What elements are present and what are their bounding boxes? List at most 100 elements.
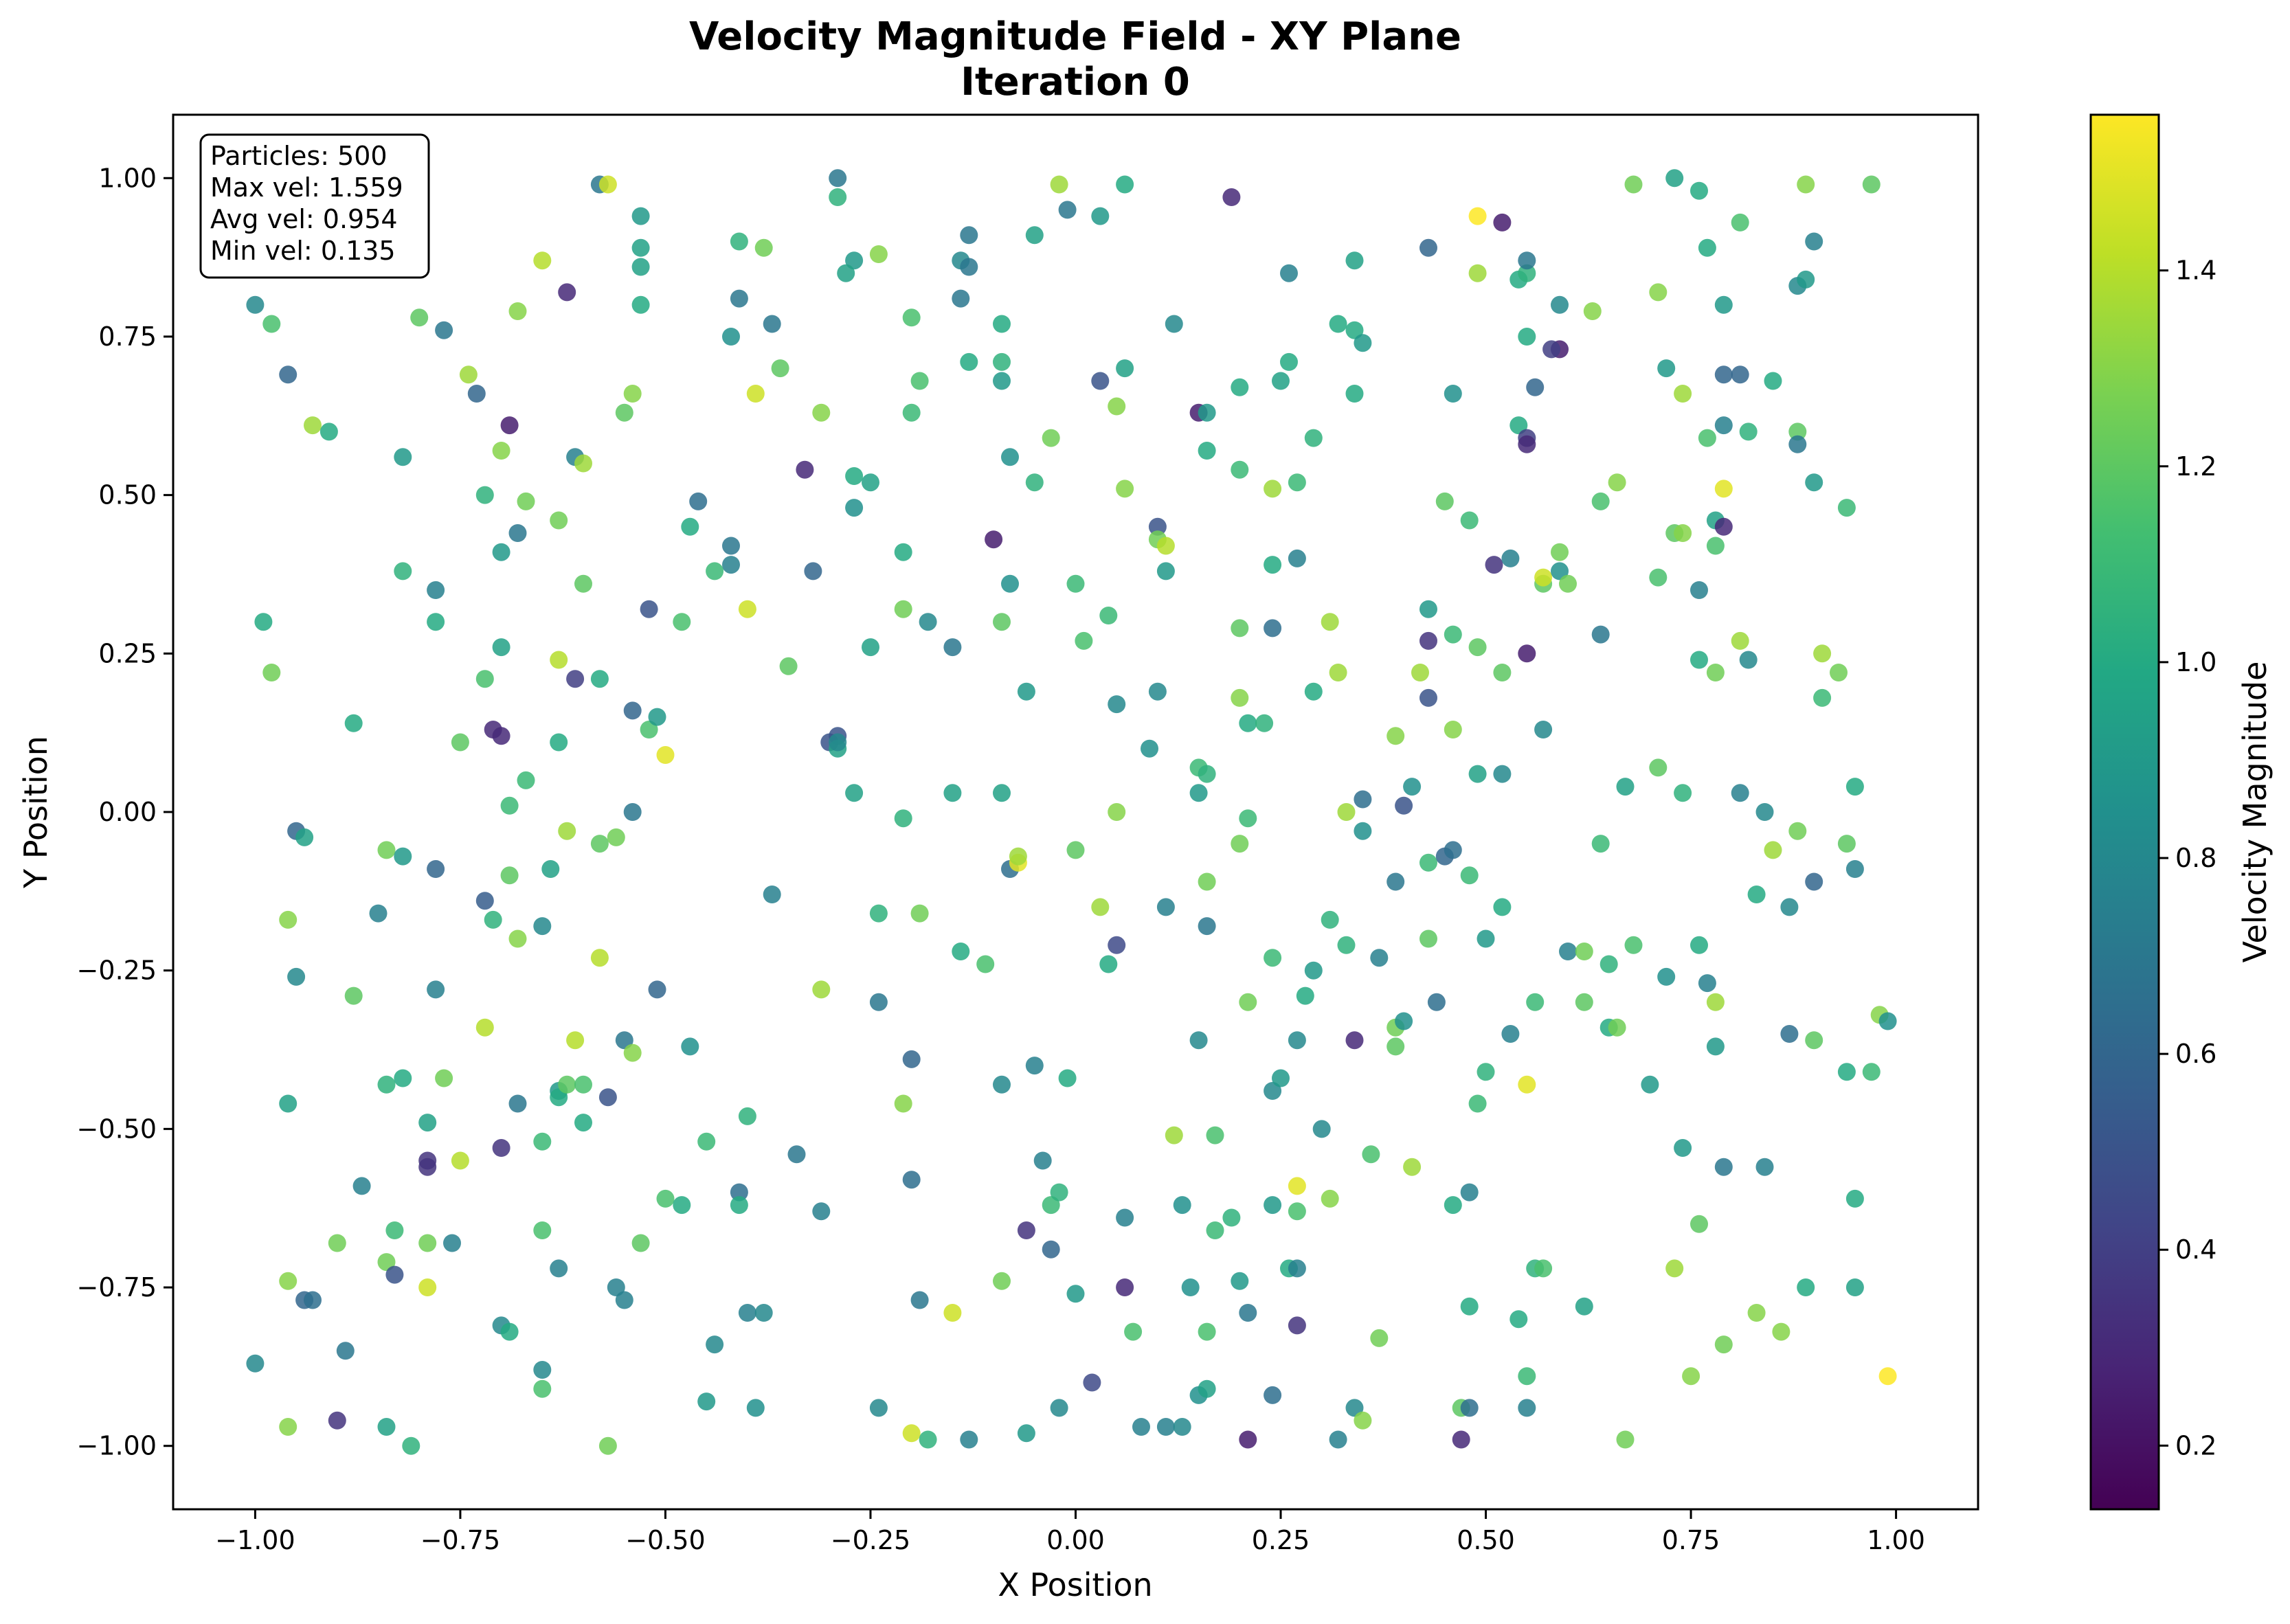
scatter-point <box>533 1361 552 1379</box>
scatter-point <box>566 1031 585 1050</box>
y-tick-label: −1.00 <box>77 1431 157 1461</box>
scatter-point <box>394 847 412 866</box>
scatter-point <box>1444 385 1462 403</box>
scatter-point <box>615 403 633 422</box>
scatter-point <box>1813 644 1832 663</box>
scatter-point <box>467 385 486 403</box>
scatter-point <box>336 1342 355 1360</box>
scatter-point <box>1468 1094 1487 1113</box>
scatter-point <box>1468 207 1487 225</box>
scatter-point <box>418 1114 437 1132</box>
scatter-point <box>673 1196 691 1215</box>
scatter-point <box>1780 898 1799 916</box>
scatter-point <box>943 638 962 657</box>
scatter-point <box>754 1304 773 1322</box>
scatter-point <box>845 251 864 270</box>
scatter-point <box>1173 1418 1191 1436</box>
scatter-point <box>1608 1018 1626 1037</box>
y-tick-label: 0.00 <box>98 797 157 827</box>
scatter-point <box>1042 1196 1060 1215</box>
scatter-point <box>1551 562 1569 580</box>
scatter-point <box>1337 936 1356 954</box>
scatter-point <box>1264 949 1282 967</box>
scatter-point <box>262 664 281 681</box>
scatter-point <box>862 473 879 492</box>
scatter-point <box>1583 302 1602 320</box>
y-tick-label: 0.25 <box>98 638 157 668</box>
scatter-point <box>1551 295 1569 314</box>
scatter-point <box>558 283 576 302</box>
scatter-point <box>919 1430 937 1449</box>
scatter-point <box>279 910 298 929</box>
scatter-point <box>1050 1183 1068 1202</box>
scatter-point <box>623 803 642 821</box>
x-axis-label: X Position <box>998 1566 1152 1603</box>
scatter-point <box>787 1145 806 1164</box>
scatter-point <box>435 1069 453 1087</box>
scatter-point <box>1657 359 1676 378</box>
scatter-point <box>1156 898 1175 916</box>
scatter-point <box>328 1411 346 1430</box>
scatter-point <box>459 365 478 384</box>
scatter-point <box>1091 898 1110 916</box>
scatter-point <box>993 352 1011 371</box>
scatter-point <box>1288 1316 1306 1335</box>
scatter-point <box>960 1430 978 1449</box>
scatter-point <box>1148 517 1167 536</box>
scatter-point <box>1518 264 1536 282</box>
scatter-point <box>1714 517 1733 536</box>
scatter-point <box>837 264 855 282</box>
scatter-point <box>369 904 388 923</box>
scatter-point <box>862 638 879 657</box>
scatter-point <box>1264 1386 1282 1404</box>
scatter-point <box>1674 385 1692 403</box>
x-tick-label: −0.25 <box>831 1525 910 1555</box>
scatter-point <box>1017 1221 1035 1239</box>
stats-min-vel: Min vel: 0.135 <box>210 236 396 266</box>
scatter-point <box>1025 226 1044 245</box>
scatter-point <box>763 315 781 333</box>
scatter-point <box>656 746 675 764</box>
scatter-point <box>1108 936 1126 954</box>
scatter-point <box>1272 1069 1290 1087</box>
scatter-point <box>1862 175 1881 194</box>
scatter-point <box>304 416 322 435</box>
scatter-point <box>1354 334 1372 352</box>
scatter-point <box>1690 1215 1708 1233</box>
scatter-point <box>500 866 519 885</box>
scatter-point <box>1845 778 1864 796</box>
scatter-point <box>1518 1399 1536 1417</box>
scatter-point <box>1206 1221 1224 1239</box>
scatter-point <box>279 1094 298 1113</box>
scatter-point <box>500 1322 519 1341</box>
scatter-point <box>1518 435 1536 453</box>
scatter-point <box>779 657 798 675</box>
scatter-point <box>1509 1310 1528 1329</box>
scatter-point <box>550 1088 568 1107</box>
scatter-point <box>279 1272 298 1290</box>
scatter-point <box>1493 213 1512 232</box>
scatter-point <box>1698 429 1716 447</box>
colorbar-tick-label: 0.6 <box>2175 1039 2216 1069</box>
scatter-point <box>492 442 510 460</box>
scatter-point <box>640 600 658 618</box>
scatter-point <box>623 385 642 403</box>
scatter-point <box>1739 422 1758 441</box>
scatter-point <box>1337 803 1356 821</box>
scatter-point <box>1501 549 1520 567</box>
scatter-point <box>1534 568 1553 587</box>
scatter-point <box>1452 1430 1470 1449</box>
chart-title: Velocity Magnitude Field - XY Plane <box>689 14 1461 59</box>
scatter-point <box>1739 651 1758 669</box>
scatter-point <box>1231 688 1249 707</box>
scatter-point <box>910 372 929 390</box>
scatter-point <box>894 543 912 561</box>
scatter-point <box>1460 1399 1479 1417</box>
scatter-point <box>1706 993 1725 1011</box>
scatter-point <box>1419 631 1437 650</box>
scatter-point <box>1862 1063 1881 1081</box>
scatter-point <box>427 581 445 599</box>
scatter-point <box>1231 460 1249 479</box>
scatter-point <box>1264 480 1282 498</box>
scatter-point <box>1239 809 1257 828</box>
